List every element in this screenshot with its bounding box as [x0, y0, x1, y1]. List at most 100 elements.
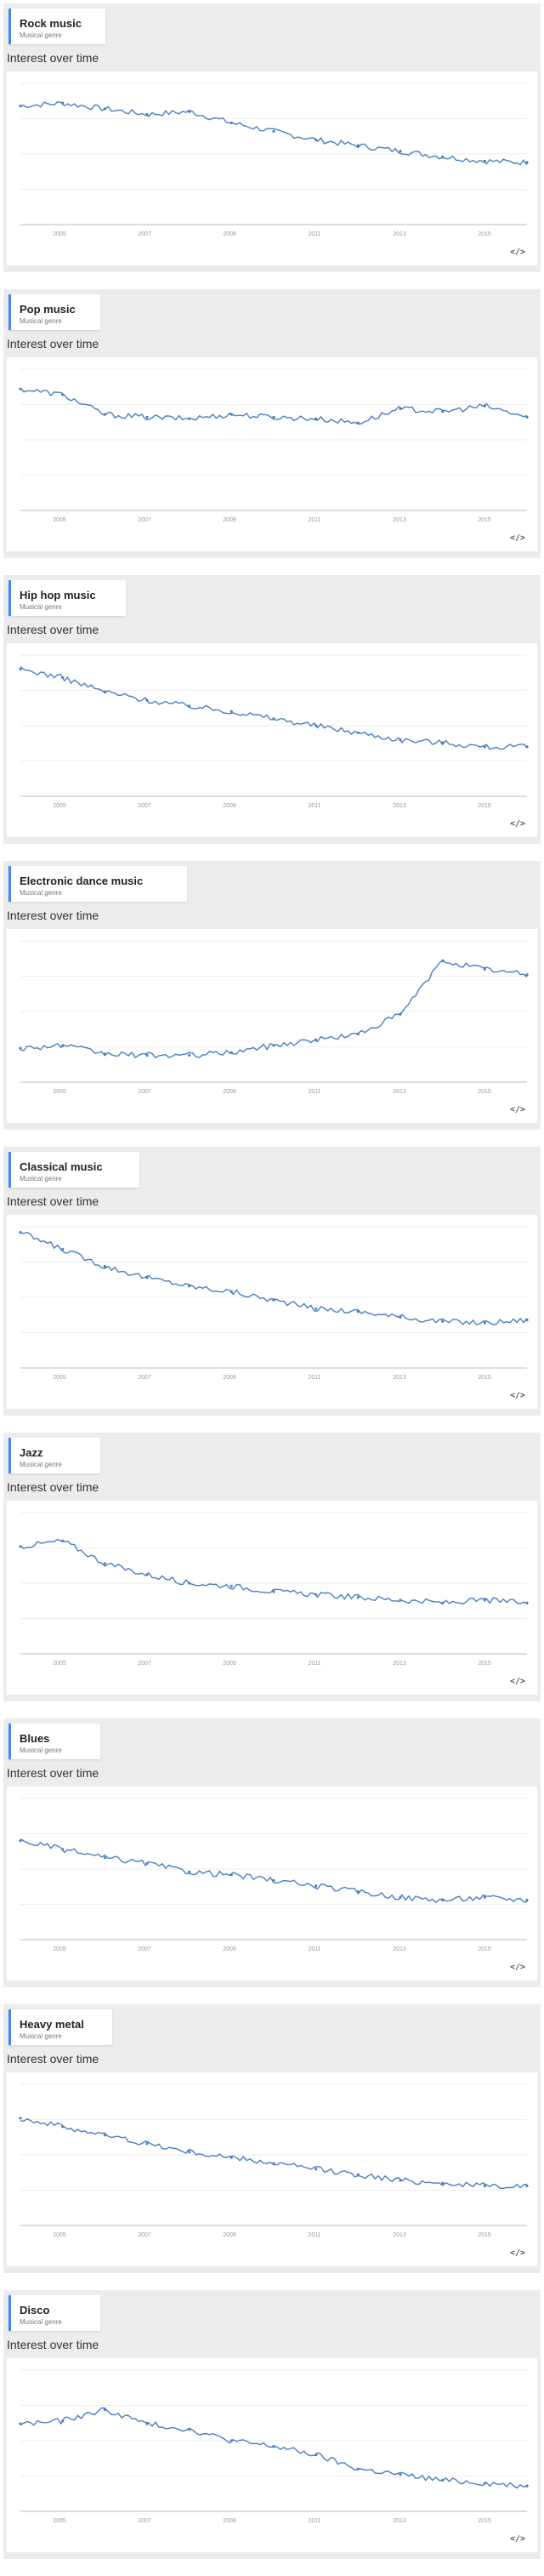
search-term-card[interactable]: Pop music Musical genre — [8, 294, 100, 330]
embed-code-icon[interactable]: </> — [509, 1391, 525, 1400]
x-tick-label: 2011 — [308, 517, 320, 523]
x-tick-label: 2009 — [223, 2232, 236, 2238]
x-tick-label: 2007 — [138, 1661, 151, 1667]
x-tick-label: 2015 — [478, 803, 491, 809]
data-point — [188, 417, 191, 420]
search-term-card[interactable]: Heavy metal Musical genre — [8, 2009, 112, 2045]
x-tick-label: 2013 — [393, 1089, 406, 1095]
data-point — [230, 2439, 233, 2442]
trend-panel: Hip hop music Musical genre Interest over … — [3, 575, 541, 844]
x-tick-label: 2015 — [478, 517, 491, 523]
trend-panel: Rock music Musical genre Interest over tim… — [3, 3, 541, 272]
embed-code-icon[interactable]: </> — [509, 819, 525, 829]
data-point — [314, 2453, 318, 2457]
data-point — [525, 745, 529, 749]
data-point — [145, 1861, 149, 1865]
interest-chart: 2005 2007 2009 2011 2013 2015 </> — [7, 1215, 537, 1409]
data-point — [145, 698, 149, 702]
data-point — [356, 2467, 360, 2471]
x-tick-label: 2013 — [393, 803, 406, 809]
search-term-name: Hip hop music — [20, 589, 96, 601]
section-title: Interest over time — [7, 1766, 99, 1780]
x-tick-label: 2015 — [478, 231, 491, 237]
data-point — [356, 1890, 360, 1894]
x-tick-label: 2007 — [138, 1089, 151, 1095]
x-tick-label: 2009 — [223, 1946, 236, 1952]
data-point — [525, 415, 529, 419]
interest-chart: 2005 2007 2009 2011 2013 2015 </> — [7, 357, 537, 551]
data-point — [61, 2125, 65, 2129]
data-point — [441, 155, 445, 158]
search-term-card[interactable]: Classical music Musical genre — [8, 1152, 139, 1188]
embed-code-icon[interactable]: </> — [509, 2248, 525, 2258]
search-term-type: Musical genre — [20, 2318, 62, 2326]
data-point — [188, 1285, 191, 1288]
search-term-card[interactable]: Rock music Musical genre — [8, 9, 105, 44]
chart-svg: 2005 2007 2009 2011 2013 2015 — [19, 1798, 529, 1952]
data-point — [272, 415, 275, 419]
data-point — [272, 1298, 275, 1302]
search-term-card[interactable]: Electronic dance music Musical genre — [8, 866, 187, 902]
section-title: Interest over time — [7, 337, 99, 350]
data-point — [314, 2168, 318, 2171]
trend-panel: Blues Musical genre Interest over time 2005… — [3, 1718, 541, 1987]
section-title: Interest over time — [7, 2052, 99, 2066]
x-tick-label: 2011 — [308, 1375, 320, 1381]
interest-chart: 2005 2007 2009 2011 2013 2015 </> — [7, 1501, 537, 1695]
x-tick-label: 2011 — [308, 2518, 320, 2524]
x-tick-label: 2005 — [53, 1375, 66, 1381]
data-point — [188, 1870, 191, 1873]
data-point — [230, 413, 233, 416]
x-tick-label: 2009 — [223, 517, 236, 523]
series-line — [20, 666, 528, 750]
data-point — [145, 1276, 149, 1279]
embed-code-icon[interactable]: </> — [509, 248, 525, 257]
series-line — [20, 1231, 528, 1325]
x-tick-label: 2013 — [393, 2518, 406, 2524]
data-point — [483, 1895, 486, 1899]
data-point — [61, 1539, 65, 1542]
data-point — [103, 2408, 106, 2412]
search-term-name: Rock music — [20, 17, 82, 30]
data-point — [272, 1044, 275, 1047]
x-tick-label: 2007 — [138, 1946, 151, 1952]
section-title: Interest over time — [7, 51, 99, 65]
x-tick-label: 2015 — [478, 1089, 491, 1095]
search-term-card[interactable]: Hip hop music Musical genre — [8, 580, 126, 616]
embed-code-icon[interactable]: </> — [509, 2534, 525, 2544]
data-point — [145, 1573, 149, 1576]
x-tick-label: 2005 — [53, 1946, 66, 1952]
data-point — [230, 121, 233, 125]
data-point — [145, 2142, 149, 2146]
data-point — [230, 1584, 233, 1587]
data-point — [314, 1593, 318, 1596]
data-point — [483, 2184, 486, 2188]
x-tick-label: 2011 — [308, 1089, 320, 1095]
search-term-type: Musical genre — [20, 317, 62, 325]
data-point — [103, 690, 106, 693]
x-tick-label: 2005 — [53, 803, 66, 809]
embed-code-icon[interactable]: </> — [509, 533, 525, 543]
data-point — [188, 110, 191, 113]
x-tick-label: 2015 — [478, 1375, 491, 1381]
data-point — [441, 2478, 445, 2482]
embed-code-icon[interactable]: </> — [509, 1677, 525, 1686]
data-point — [61, 676, 65, 680]
search-term-card[interactable]: Blues Musical genre — [8, 1724, 100, 1759]
data-point — [19, 2422, 22, 2425]
data-point — [103, 2134, 106, 2137]
data-point — [61, 393, 65, 396]
embed-code-icon[interactable]: </> — [509, 1963, 525, 1972]
embed-code-icon[interactable]: </> — [509, 1105, 525, 1114]
x-tick-label: 2009 — [223, 2518, 236, 2524]
data-point — [356, 1596, 360, 1599]
data-point — [399, 407, 402, 411]
data-point — [441, 1319, 445, 1323]
search-term-card[interactable]: Jazz Musical genre — [8, 1438, 100, 1473]
data-point — [19, 668, 22, 671]
data-point — [314, 417, 318, 420]
data-point — [314, 724, 318, 727]
series-line — [20, 387, 528, 425]
data-point — [441, 741, 445, 744]
search-term-card[interactable]: Disco Musical genre — [8, 2295, 100, 2331]
